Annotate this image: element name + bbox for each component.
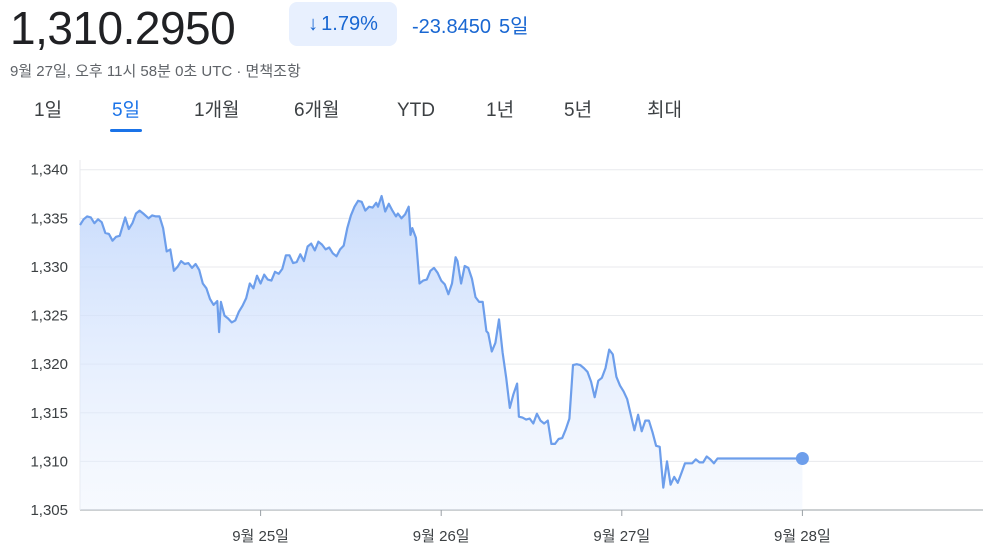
tab-max[interactable]: 최대: [647, 100, 682, 121]
change-value-group: -23.8450 5일: [412, 10, 529, 39]
y-tick-label: 1,340: [30, 162, 68, 179]
change-value: -23.8450: [412, 16, 491, 38]
range-tabs: 1일 5일 1개월 6개월 YTD 1년 5년 최대: [0, 96, 989, 136]
tab-5y[interactable]: 5년: [564, 100, 593, 121]
price-chart[interactable]: 1,340 1,335 1,330 1,325 1,320 1,315 1,310 1,305…: [0, 150, 989, 550]
y-tick-label: 1,305: [30, 502, 68, 519]
change-period: 5일: [498, 16, 529, 38]
x-tick-label: 9월 28일: [774, 528, 831, 545]
price-area-fill: [80, 196, 803, 510]
price-line: [79, 194, 803, 489]
y-tick-label: 1,320: [30, 356, 68, 373]
change-percent-badge: ↓ 1.79%: [289, 2, 397, 46]
price-timestamp: 9월 27일, 오후 11시 58분 0초 UTC · 면책조항: [10, 63, 301, 80]
last-price-marker-group: [795, 452, 809, 466]
tab-1y[interactable]: 1년: [486, 100, 515, 121]
tab-5d[interactable]: 5일: [109, 96, 143, 132]
x-axis-ticks: [260, 510, 803, 516]
last-price-marker: [795, 452, 809, 466]
change-percent: 1.79%: [321, 12, 378, 35]
tab-ytd[interactable]: YTD: [397, 100, 435, 121]
tab-1d[interactable]: 1일: [34, 100, 63, 121]
arrow-down-icon: ↓: [308, 12, 319, 35]
x-axis-labels: 9월 25일 9월 26일 9월 27일 9월 28일: [232, 528, 831, 545]
y-tick-label: 1,330: [30, 259, 68, 276]
y-tick-label: 1,325: [30, 308, 68, 325]
x-tick-label: 9월 26일: [413, 528, 470, 545]
y-tick-label: 1,315: [30, 405, 68, 422]
x-tick-label: 9월 25일: [232, 528, 289, 545]
y-tick-label: 1,310: [30, 453, 68, 470]
tab-6m[interactable]: 6개월: [294, 100, 340, 121]
tab-1m[interactable]: 1개월: [194, 100, 240, 121]
x-tick-label: 9월 27일: [593, 528, 650, 545]
price-area: [79, 194, 803, 510]
y-tick-label: 1,335: [30, 210, 68, 227]
current-price: 1,310.2950: [10, 2, 236, 54]
y-axis-labels: 1,340 1,335 1,330 1,325 1,320 1,315 1,310 1,305: [30, 162, 68, 519]
